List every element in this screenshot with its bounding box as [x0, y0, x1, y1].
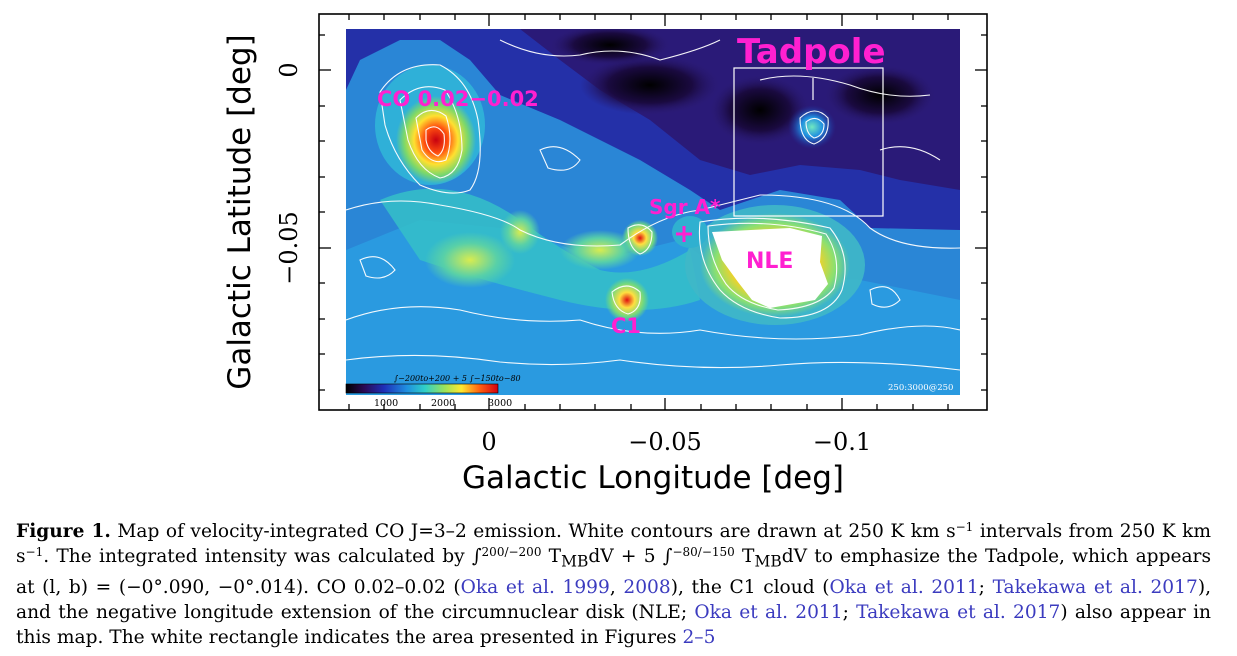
caption-text: ) also appear in this map. The white rec…: [16, 601, 1211, 648]
colorbar: [345, 383, 499, 394]
caption-int-range: 200/−200: [481, 545, 542, 559]
label-co: CO 0.02−0.02: [377, 87, 539, 111]
caption-sep: ;: [978, 576, 993, 598]
caption-int-range: −80/−150: [672, 545, 735, 559]
citation-link[interactable]: Oka et al. 2011: [829, 576, 979, 598]
caption-text: ), the C1 cloud (: [670, 576, 830, 598]
caption-text: intervals from 250 K km s: [16, 521, 1211, 567]
sgra-marker-icon: [676, 226, 692, 242]
citation-link[interactable]: 2008: [623, 576, 671, 598]
caption-sub: MB: [561, 552, 589, 571]
co-emission-figure: Tadpole CO 0.02−0.02 Sgr A* NLE C1 ∫−200…: [222, 13, 988, 496]
intensity-map: [346, 29, 960, 395]
y-tick-label: 0: [275, 62, 303, 77]
label-sgra: Sgr A*: [649, 195, 721, 219]
caption-sub: MB: [754, 552, 782, 571]
colorbar-corner-note: 250:3000@250: [888, 383, 953, 393]
citation-link[interactable]: Takekawa et al. 2017: [856, 601, 1061, 623]
figure-caption: Figure 1. Map of velocity-integrated CO …: [16, 519, 1211, 650]
label-c1: C1: [611, 314, 641, 338]
caption-text: Map of velocity-integrated CO J=3–2 emis…: [110, 521, 956, 542]
caption-text: dV + 5 ∫: [588, 546, 673, 567]
caption-sup: −1: [955, 520, 974, 534]
caption-text: dV to emphasize the Tadpole, which appea…: [16, 546, 1211, 598]
citation-link[interactable]: Oka et al. 1999: [460, 576, 610, 598]
frame-ticks: [319, 14, 987, 410]
colorbar-tick: 3000: [488, 398, 512, 409]
citation-link[interactable]: Takekawa et al. 2017: [992, 576, 1198, 598]
y-tick-label: −0.05: [275, 211, 303, 285]
x-axis-title: Galactic Longitude [deg]: [462, 460, 844, 496]
caption-text: T: [541, 546, 562, 567]
caption-lead: Figure 1.: [16, 521, 111, 542]
colorbar-tick: 1000: [374, 398, 398, 409]
citation-link[interactable]: Oka et al. 2011: [694, 601, 843, 623]
x-tick-label: −0.05: [628, 428, 702, 456]
x-tick-label: 0: [481, 428, 496, 456]
caption-sep: ;: [842, 601, 857, 623]
label-tadpole: Tadpole: [737, 32, 886, 72]
y-axis-title: Galactic Latitude [deg]: [222, 34, 258, 389]
caption-sup: −1: [25, 545, 44, 559]
caption-text: ), and the negative longitude extension …: [16, 576, 1211, 623]
colorbar-title: ∫−200to+200 + 5 ∫−150to−80: [394, 374, 521, 383]
caption-text: . The integrated intensity was calculate…: [43, 546, 482, 567]
colorbar-tick: 2000: [431, 398, 455, 409]
x-tick-label: −0.1: [813, 428, 871, 456]
caption-sep: ,: [609, 576, 624, 598]
figure-ref-link[interactable]: 2–5: [682, 626, 716, 648]
label-nle: NLE: [746, 249, 793, 274]
caption-text: T: [734, 546, 755, 567]
